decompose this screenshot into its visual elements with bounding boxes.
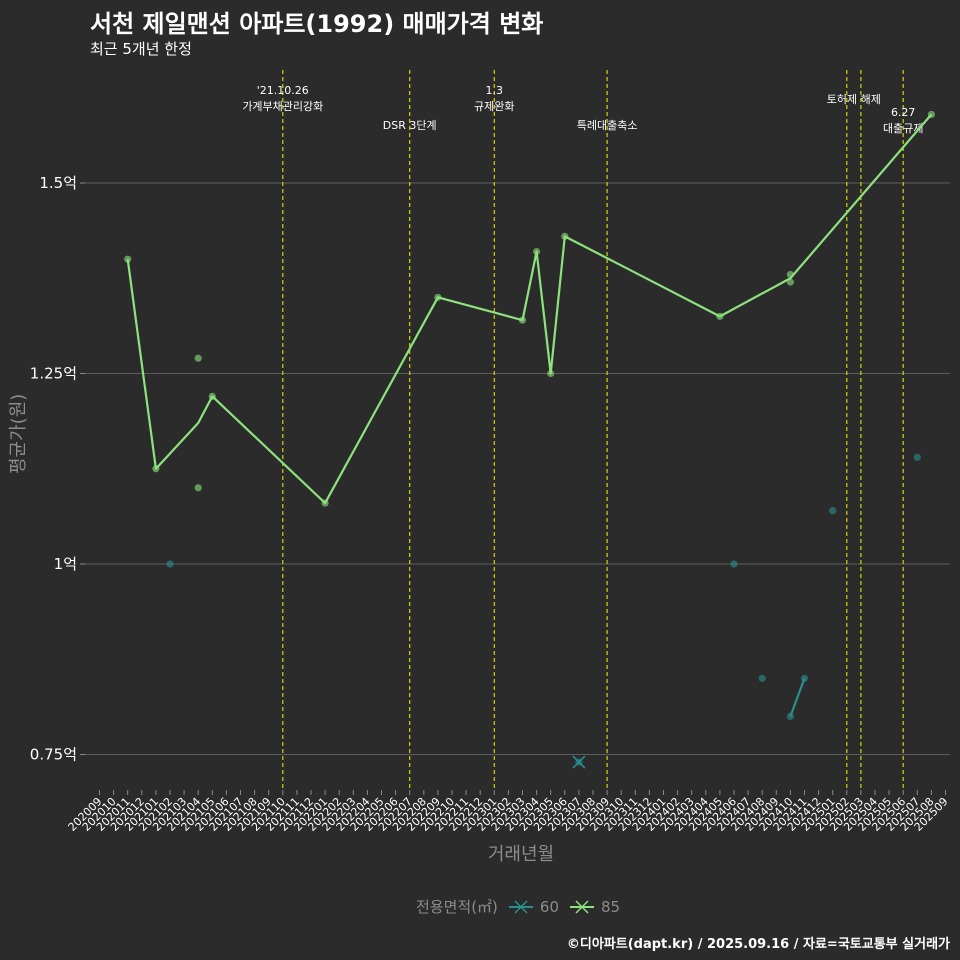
event-label: 1.3	[486, 84, 504, 97]
legend-key-60-icon	[508, 899, 533, 914]
series-60-point	[913, 453, 921, 461]
series-85-point	[434, 293, 442, 301]
series-85-point	[786, 270, 795, 279]
series-85-point	[518, 316, 527, 324]
event-label: 대출규제	[883, 122, 923, 135]
chart-title: 서천 제일맨션 아파트(1992) 매매가격 변화	[90, 10, 544, 38]
series-85-point	[533, 247, 541, 256]
series-85-line	[126, 113, 933, 505]
legend-title: 전용면적(㎡)	[416, 898, 498, 916]
series-85-point	[927, 110, 936, 119]
event-label: 가계부채관리강화	[242, 100, 323, 113]
y-tick-label: 1.5억	[39, 174, 77, 192]
legend-label-85: 85	[601, 897, 621, 916]
legend-key-85-icon	[570, 899, 594, 914]
series-60-line	[789, 677, 806, 717]
series-layer	[124, 110, 936, 769]
y-tick-label: 0.75억	[30, 746, 77, 764]
legend-item-60: 60	[508, 898, 559, 916]
series-85-point	[152, 465, 160, 473]
event-label: 6.27	[891, 106, 916, 119]
legend-item-85: 85	[569, 898, 620, 916]
source-caption: ©디아파트(dapt.kr) / 2025.09.16 / 자료=국토교통부 실…	[566, 937, 950, 952]
y-axis-label: 평균가(원)	[8, 393, 29, 474]
series-85-point	[194, 354, 202, 362]
event-label: 규제완화	[474, 100, 514, 113]
series-85-point	[124, 255, 132, 263]
x-axis-ticks: 2020092020102020112020122021012021022021…	[66, 790, 951, 834]
chart-subtitle: 최근 5개년 한정	[90, 40, 192, 58]
event-label: DSR 3단계	[383, 119, 437, 132]
x-axis-label: 거래년월	[487, 844, 555, 865]
event-label: '21.10.26	[257, 84, 309, 97]
y-axis-ticks: 0.75억 1억 1.25억 1.5억	[30, 174, 85, 764]
series-85-point	[547, 369, 555, 378]
event-label: 토허제 해제	[827, 92, 881, 106]
y-tick-label: 1억	[54, 555, 77, 573]
series-60-point	[786, 712, 795, 721]
series-85-point	[321, 499, 329, 507]
legend: 전용면적(㎡) 60 85	[416, 896, 620, 917]
series-85-point	[194, 484, 202, 492]
event-label: 특례대출축소	[577, 119, 638, 132]
series-60-point	[575, 758, 583, 766]
series-60-point	[758, 674, 766, 682]
y-gridlines	[85, 182, 950, 755]
series-85-point	[786, 278, 795, 286]
series-85-point	[716, 312, 724, 320]
legend-label-60: 60	[539, 897, 559, 916]
y-tick-label: 1.25억	[30, 365, 77, 383]
series-85-point	[208, 392, 216, 400]
series-60-point	[800, 674, 809, 682]
series-60-point	[166, 560, 174, 568]
series-60-point	[829, 507, 837, 515]
series-85-point	[561, 232, 569, 240]
series-60-point	[730, 560, 738, 568]
